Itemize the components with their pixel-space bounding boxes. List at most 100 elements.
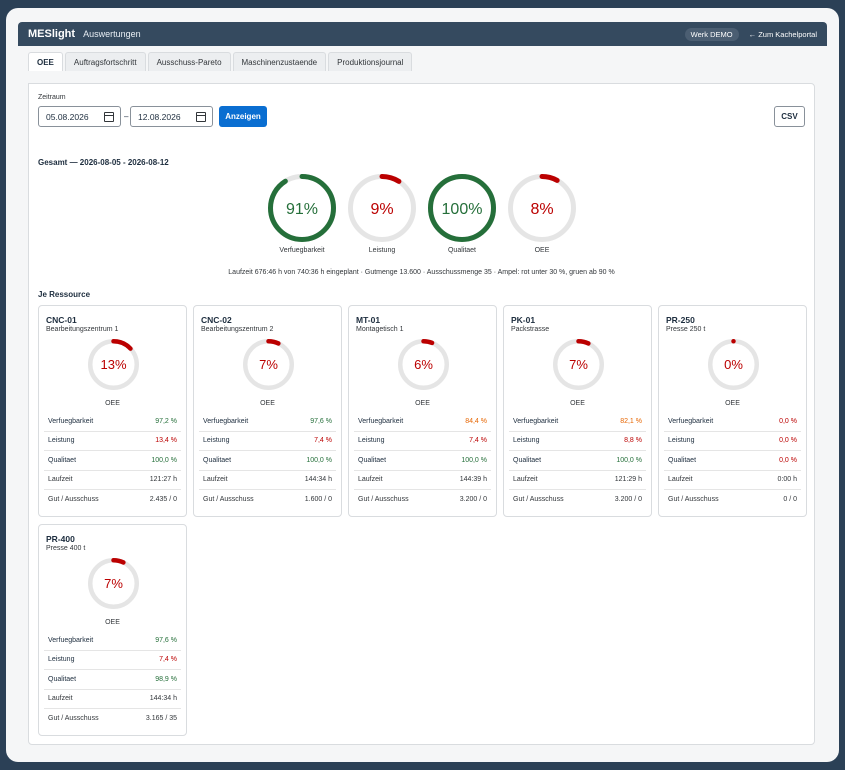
kpi-row-good-scrap: Gut / Ausschuss 1.600 / 0 [199,490,336,510]
calendar-icon[interactable] [104,112,114,122]
kpi-row-quality: Qualitaet 100,0 % [509,451,646,471]
kpi-label: Gut / Ausschuss [48,496,99,504]
resource-card-pk-01: PK-01 Packstrasse 7% OEE Verfuegbarkeit 82,1 … [503,305,652,517]
kpi-row-runtime: Laufzeit 121:27 h [44,471,181,490]
kpi-row-performance: Leistung 13,4 % [44,432,181,451]
gauge-arc [348,174,416,242]
kpi-value: 0,0 % [779,437,797,445]
csv-export-button[interactable]: CSV [774,106,805,127]
kpi-list: Verfuegbarkeit 97,6 % Leistung 7,4 % Qualita… [44,631,181,729]
resources-section-title: Je Ressource [38,290,91,299]
gauge-ring: 100% [428,174,496,242]
gauge-ring: 6% [398,339,449,390]
resource-name: PR-250 [666,315,695,325]
resource-oee-gauge: 7% [242,338,295,393]
resource-name: CNC-01 [46,315,77,325]
gauge-arc [88,339,139,390]
date-to-value: 12.08.2026 [138,111,181,122]
kpi-value: 0,0 % [779,417,797,425]
back-to-portal-link[interactable]: ← Zum Kachelportal [748,29,817,39]
kpi-list: Verfuegbarkeit 97,6 % Leistung 7,4 % Qualita… [199,412,336,510]
kpi-row-good-scrap: Gut / Ausschuss 3.165 / 35 [44,709,181,729]
gauge-arc [708,339,759,390]
tab-auftragsfortschritt[interactable]: Auftragsfortschritt [64,52,146,71]
gauge-caption: OEE [260,400,275,407]
gauge-ring: 91% [268,174,336,242]
resource-description: Presse 400 t [46,545,86,552]
kpi-label: Leistung [48,437,75,445]
kpi-row-quality: Qualitaet 98,9 % [44,670,181,690]
kpi-value: 84,4 % [465,417,487,425]
kpi-row-quality: Qualitaet 100,0 % [354,451,491,471]
tab-oee[interactable]: OEE [28,52,63,71]
kpi-row-runtime: Laufzeit 144:34 h [44,690,181,709]
kpi-label: Leistung [358,437,385,445]
calendar-icon[interactable] [196,112,206,122]
kpi-value: 97,2 % [155,417,177,425]
resource-name: PR-400 [46,534,75,544]
kpi-value: 100,0 % [151,456,177,464]
date-from-input[interactable]: 05.08.2026 [38,106,121,127]
date-from-value: 05.08.2026 [46,111,89,122]
gauge-ring: 7% [243,339,294,390]
kpi-row-quality: Qualitaet 100,0 % [44,451,181,471]
resource-card-cnc-01: CNC-01 Bearbeitungszentrum 1 13% OEE Verfueg… [38,305,187,517]
kpi-value: 97,6 % [155,636,177,644]
total-gauge-qualitaet: 100% Qualitaet [427,173,497,254]
kpi-row-runtime: Laufzeit 121:29 h [509,471,646,490]
kpi-label: Leistung [668,437,695,445]
kpi-list: Verfuegbarkeit 82,1 % Leistung 8,8 % Qualita… [509,412,646,510]
kpi-row-availability: Verfuegbarkeit 97,6 % [199,412,336,432]
kpi-label: Verfuegbarkeit [48,417,94,425]
kpi-value: 7,4 % [469,437,487,445]
kpi-label: Laufzeit [48,695,73,703]
kpi-row-runtime: Laufzeit 144:34 h [199,471,336,490]
kpi-label: Verfuegbarkeit [48,636,94,644]
kpi-row-availability: Verfuegbarkeit 97,2 % [44,412,181,432]
kpi-value: 121:27 h [149,476,177,484]
kpi-list: Verfuegbarkeit 0,0 % Leistung 0,0 % Qualitae… [664,412,801,510]
total-gauges: 91% Verfuegbarkeit 9% Leistung 100% Qualitaet… [267,173,577,254]
resource-card-mt-01: MT-01 Montagetisch 1 6% OEE Verfuegbarkeit 84… [348,305,497,517]
gauge-ring: 13% [88,339,139,390]
kpi-value: 7,4 % [159,656,177,664]
tab-produktionsjournal[interactable]: Produktionsjournal [328,52,413,71]
kpi-label: Qualitaet [358,456,387,464]
gauge-caption: OEE [105,400,120,407]
kpi-value: 7,4 % [314,437,332,445]
gauge-value: 13% [100,357,126,372]
window-frame: MESlight Auswertungen Werk DEMO ← Zum Ka… [6,8,839,762]
gauge-label: Qualitaet [447,247,477,254]
app-logo[interactable]: MESlight [28,28,76,40]
resource-description: Bearbeitungszentrum 1 [46,326,119,333]
gauge-ring: 0% [708,339,759,390]
kpi-value: 0:00 h [777,476,797,484]
gauge-arc [428,174,496,242]
kpi-row-performance: Leistung 7,4 % [44,651,181,670]
kpi-row-quality: Qualitaet 100,0 % [199,451,336,471]
resource-description: Montagetisch 1 [356,326,404,333]
tab-ausschuss-pareto[interactable]: Ausschuss-Pareto [147,52,231,71]
kpi-value: 0,0 % [779,456,797,464]
tab-maschinenzustaende[interactable]: Maschinenzustaende [232,52,327,71]
kpi-value: 1.600 / 0 [304,496,332,504]
kpi-label: Qualitaet [668,456,697,464]
show-button[interactable]: Anzeigen [219,106,267,127]
resource-name: PK-01 [511,315,536,325]
gauge-value: 8% [530,201,553,218]
resource-card-pr-400: PR-400 Presse 400 t 7% OEE Verfuegbarkeit 97,… [38,524,187,736]
kpi-row-availability: Verfuegbarkeit 97,6 % [44,631,181,651]
resource-card-cnc-02: CNC-02 Bearbeitungszentrum 2 7% OEE Verfuegb… [193,305,342,517]
kpi-label: Laufzeit [513,476,538,484]
kpi-label: Qualitaet [48,456,77,464]
kpi-value: 97,6 % [310,417,332,425]
total-summary: Laufzeit 676:46 h von 740:36 h eingeplan… [228,269,615,276]
gauge-value: 91% [286,201,318,218]
kpi-label: Gut / Ausschuss [48,715,99,723]
date-to-input[interactable]: 12.08.2026 [130,106,213,127]
kpi-row-good-scrap: Gut / Ausschuss 2.435 / 0 [44,490,181,510]
kpi-row-runtime: Laufzeit 0:00 h [664,471,801,490]
kpi-label: Laufzeit [48,476,73,484]
gauge-arc [398,339,449,390]
resource-oee-gauge: 13% [87,338,140,393]
